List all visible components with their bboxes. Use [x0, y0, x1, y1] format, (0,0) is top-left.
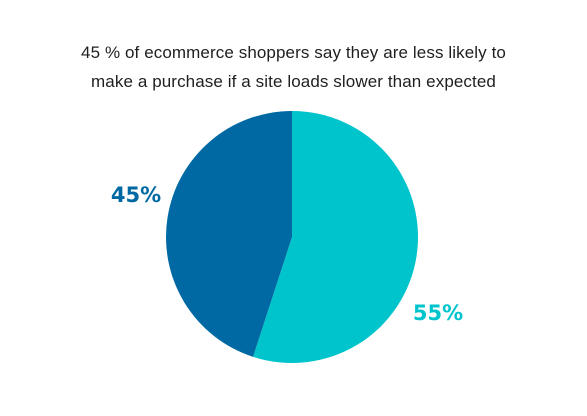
slice-label-45: 45% [111, 183, 161, 207]
pie-slices [166, 111, 418, 363]
slice-label-55: 55% [413, 301, 463, 325]
